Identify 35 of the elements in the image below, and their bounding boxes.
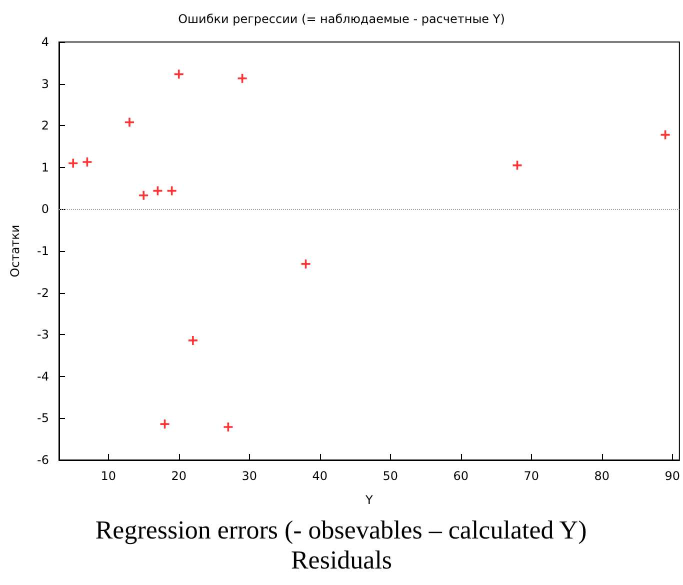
y-tick-label: 0 bbox=[41, 202, 49, 216]
y-axis-title: Остатки bbox=[8, 224, 22, 278]
text: Regression errors (- obsevables – calculated Y) bbox=[95, 516, 587, 544]
x-tick-label: 40 bbox=[312, 469, 328, 483]
point bbox=[68, 158, 78, 168]
x-tick-label: 70 bbox=[524, 469, 539, 483]
x-tick-label: 20 bbox=[171, 469, 186, 483]
y-tick-label: -3 bbox=[37, 328, 49, 342]
point bbox=[139, 190, 148, 200]
point bbox=[188, 336, 198, 345]
x-tick-label: 10 bbox=[100, 469, 116, 483]
chart-title: Ошибки регрессии (= наблюдаемые - расчетные Y) bbox=[178, 12, 505, 26]
x-tick-label: 90 bbox=[664, 469, 680, 483]
point bbox=[160, 420, 170, 429]
point bbox=[125, 118, 134, 127]
y-tick-label: -5 bbox=[37, 411, 49, 426]
y-tick-label: 2 bbox=[41, 118, 49, 133]
x-tick-label: 30 bbox=[242, 469, 257, 483]
y-tick-label: -1 bbox=[37, 244, 49, 258]
y-tick-label: -4 bbox=[37, 369, 49, 384]
x-tick-label: 80 bbox=[594, 469, 610, 483]
x-axis-title: Y bbox=[364, 493, 374, 507]
x-tick-label: 50 bbox=[382, 469, 398, 483]
point bbox=[301, 259, 310, 268]
text: Residuals bbox=[290, 546, 392, 574]
point bbox=[238, 74, 247, 83]
y-tick-label: -6 bbox=[37, 453, 49, 467]
y-tick-label: 1 bbox=[41, 160, 49, 174]
point bbox=[82, 157, 92, 166]
x-tick-label: 60 bbox=[453, 469, 468, 483]
y-tick-label: 4 bbox=[41, 35, 49, 49]
y-tick-label: 3 bbox=[41, 76, 49, 91]
y-tick-label: -2 bbox=[37, 286, 49, 300]
point bbox=[174, 70, 184, 79]
point bbox=[224, 422, 233, 432]
